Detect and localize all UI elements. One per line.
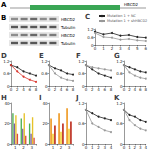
svg-text:0: 0	[120, 83, 123, 89]
svg-text:0: 0	[85, 87, 88, 92]
svg-text:HBCD2: HBCD2	[61, 33, 76, 38]
svg-text:HBCD2: HBCD2	[124, 2, 139, 7]
svg-text:40: 40	[42, 101, 48, 106]
svg-text:8: 8	[144, 87, 147, 92]
svg-text:0: 0	[7, 83, 10, 89]
svg-text:2: 2	[128, 87, 131, 92]
svg-text:0.6: 0.6	[41, 71, 48, 76]
svg-text:1.2: 1.2	[87, 27, 94, 32]
svg-text:4: 4	[134, 87, 137, 92]
svg-text:0: 0	[123, 145, 126, 150]
svg-text:0.6: 0.6	[87, 35, 94, 40]
svg-text:3: 3	[103, 145, 106, 150]
svg-text:6: 6	[144, 46, 147, 51]
svg-text:1.2: 1.2	[41, 58, 48, 64]
svg-text:K: K	[114, 94, 120, 102]
svg-text:2: 2	[111, 46, 114, 51]
svg-text:0.6: 0.6	[116, 71, 123, 76]
svg-text:2: 2	[91, 87, 94, 92]
svg-text:1.2: 1.2	[78, 58, 85, 64]
svg-text:2: 2	[60, 145, 63, 150]
svg-text:2: 2	[16, 87, 19, 92]
svg-text:I: I	[39, 94, 42, 102]
svg-text:8: 8	[35, 87, 38, 92]
svg-text:J: J	[75, 94, 79, 102]
svg-text:4: 4	[128, 46, 131, 51]
svg-text:0: 0	[45, 83, 48, 89]
svg-text:3: 3	[139, 145, 142, 150]
svg-text:1: 1	[102, 46, 105, 51]
svg-text:Tubulin: Tubulin	[60, 25, 76, 30]
svg-text:6: 6	[139, 87, 142, 92]
svg-text:0: 0	[85, 145, 88, 150]
svg-text:0.6: 0.6	[78, 121, 85, 126]
svg-text:1: 1	[14, 145, 17, 150]
svg-text:0: 0	[82, 83, 85, 89]
svg-text:1: 1	[52, 145, 55, 150]
svg-text:Tubulin: Tubulin	[60, 41, 76, 46]
svg-text:1.2: 1.2	[78, 101, 85, 106]
svg-text:Mutation 1 + shHBCD2: Mutation 1 + shHBCD2	[107, 19, 147, 23]
svg-text:20: 20	[42, 121, 48, 126]
svg-text:3: 3	[119, 46, 122, 51]
svg-text:5: 5	[136, 46, 139, 51]
svg-text:1: 1	[91, 145, 94, 150]
svg-text:8: 8	[72, 87, 75, 92]
svg-text:2: 2	[22, 145, 25, 150]
svg-text:1.2: 1.2	[116, 100, 123, 106]
svg-text:H: H	[1, 94, 7, 102]
svg-text:4: 4	[97, 87, 100, 92]
svg-text:6: 6	[28, 87, 31, 92]
svg-text:0: 0	[48, 87, 51, 92]
svg-text:0: 0	[120, 141, 123, 147]
svg-text:3: 3	[68, 145, 71, 150]
svg-text:20: 20	[4, 121, 10, 126]
svg-text:1: 1	[128, 145, 131, 150]
svg-text:0: 0	[10, 87, 13, 92]
svg-text:8: 8	[110, 87, 113, 92]
svg-text:F: F	[76, 52, 81, 60]
svg-text:A: A	[1, 1, 7, 9]
svg-text:4: 4	[144, 145, 147, 150]
svg-text:4: 4	[60, 87, 63, 92]
svg-text:0: 0	[94, 46, 97, 51]
svg-text:0: 0	[45, 142, 48, 147]
svg-text:G: G	[114, 52, 120, 60]
svg-text:0.6: 0.6	[3, 71, 10, 76]
svg-text:B: B	[1, 14, 6, 22]
svg-text:0.6: 0.6	[78, 71, 85, 76]
svg-text:Mutation 1 + NC: Mutation 1 + NC	[107, 14, 137, 18]
svg-text:2: 2	[54, 87, 57, 92]
svg-text:2: 2	[97, 145, 100, 150]
svg-text:2: 2	[134, 145, 137, 150]
svg-text:40: 40	[4, 100, 10, 106]
svg-text:0: 0	[91, 42, 94, 48]
svg-text:1.2: 1.2	[3, 58, 10, 64]
svg-text:3: 3	[31, 145, 34, 150]
svg-text:HBCD2: HBCD2	[61, 17, 76, 22]
svg-text:E: E	[39, 52, 44, 60]
svg-text:0.6: 0.6	[116, 121, 123, 126]
svg-text:D: D	[1, 52, 7, 60]
svg-text:0: 0	[123, 87, 126, 92]
svg-text:4: 4	[22, 87, 25, 92]
svg-text:1.2: 1.2	[116, 58, 123, 64]
svg-text:4: 4	[110, 145, 113, 150]
svg-text:6: 6	[103, 87, 106, 92]
svg-text:6: 6	[66, 87, 69, 92]
svg-text:0: 0	[82, 141, 85, 147]
svg-text:C: C	[85, 13, 90, 21]
svg-text:0: 0	[7, 142, 10, 147]
